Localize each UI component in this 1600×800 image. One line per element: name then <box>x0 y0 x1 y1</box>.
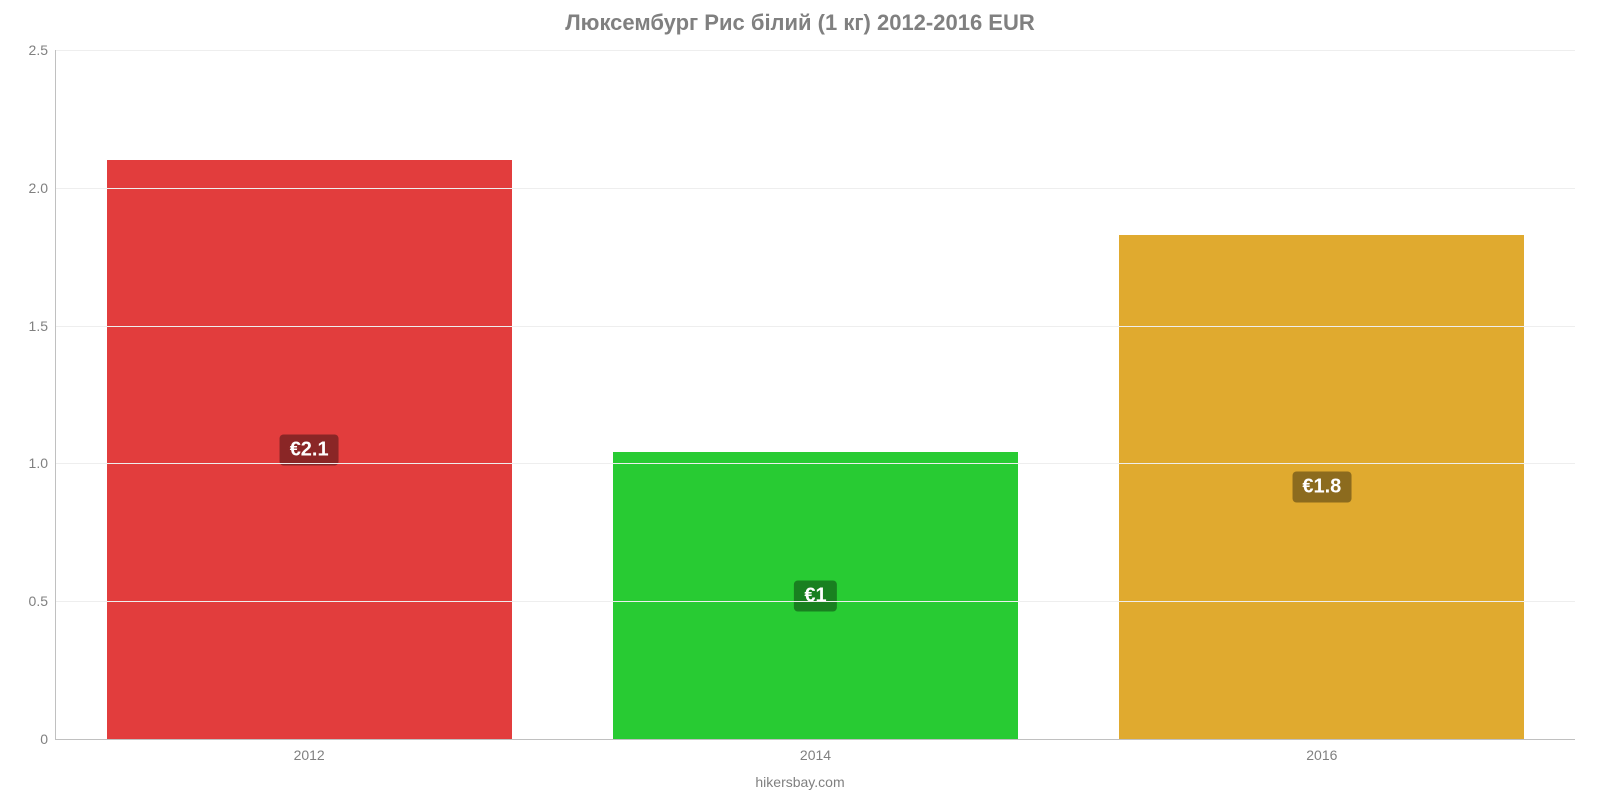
bar: €2.1 <box>107 160 512 739</box>
gridline <box>56 50 1575 51</box>
ytick-label: 1.0 <box>29 455 56 471</box>
ytick-label: 0 <box>40 731 56 747</box>
bar-value-label: €2.1 <box>280 434 339 465</box>
bar-value-label: €1.8 <box>1292 471 1351 502</box>
bar: €1 <box>613 452 1018 739</box>
xtick-label: 2012 <box>294 739 325 763</box>
gridline <box>56 188 1575 189</box>
bar: €1.8 <box>1119 235 1524 739</box>
credit-text: hikersbay.com <box>0 774 1600 790</box>
xtick-label: 2014 <box>800 739 831 763</box>
bars-layer: €2.1 €1 €1.8 <box>56 50 1575 739</box>
ytick-label: 0.5 <box>29 593 56 609</box>
ytick-label: 1.5 <box>29 318 56 334</box>
gridline <box>56 463 1575 464</box>
gridline <box>56 601 1575 602</box>
xtick-label: 2016 <box>1306 739 1337 763</box>
plot-area: €2.1€1€1.8 00.51.01.52.02.5201220142016 <box>55 50 1575 740</box>
chart-title: Люксембург Рис білий (1 кг) 2012-2016 EU… <box>0 10 1600 36</box>
ytick-label: 2.0 <box>29 180 56 196</box>
ytick-label: 2.5 <box>29 42 56 58</box>
bar-value-label: €1 <box>794 580 836 611</box>
chart-stage: Люксембург Рис білий (1 кг) 2012-2016 EU… <box>0 0 1600 800</box>
gridline <box>56 326 1575 327</box>
